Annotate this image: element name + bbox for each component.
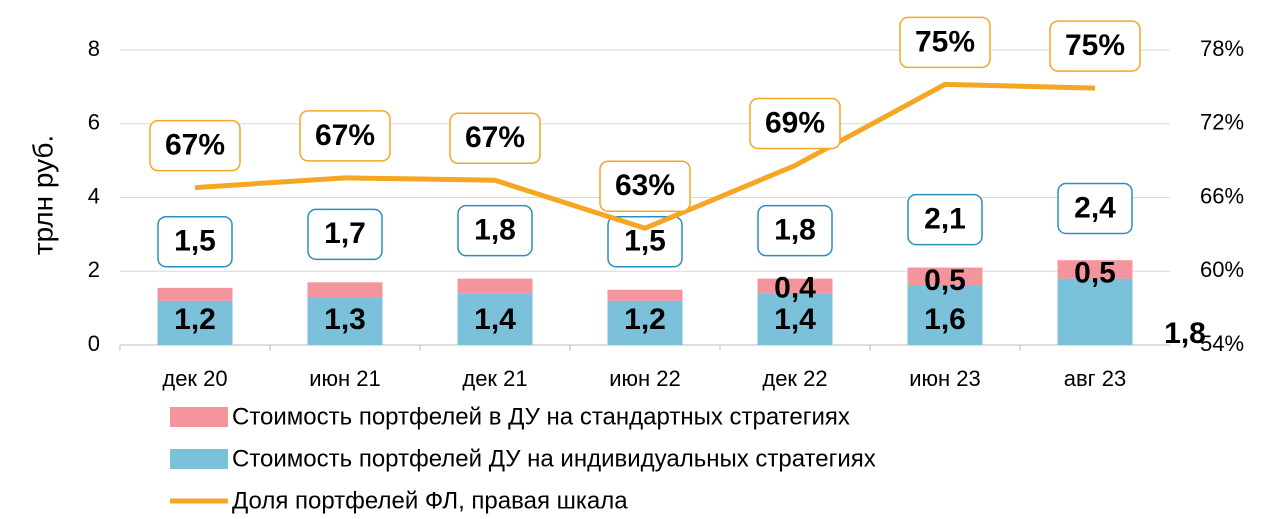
y2-tick-label: 66%: [1200, 183, 1244, 208]
total-label: 2,1: [924, 202, 966, 235]
y-tick-label: 6: [88, 110, 100, 135]
legend-label: Доля портфелей ФЛ, правая шкала: [232, 487, 628, 514]
total-label: 1,5: [174, 225, 216, 258]
bar-segment: [757, 293, 833, 345]
bar-segment: [307, 297, 383, 345]
y-tick-label: 2: [88, 257, 100, 282]
percent-label: 75%: [1065, 29, 1125, 62]
y2-tick-label: 60%: [1200, 257, 1244, 282]
percent-box: [1049, 20, 1141, 72]
x-tick-label: дек 21: [462, 366, 527, 391]
total-box: [307, 208, 383, 261]
total-label: 1,8: [774, 214, 816, 247]
percent-box: [599, 160, 691, 212]
bar-segment: [457, 278, 533, 294]
percent-box: [449, 112, 541, 165]
bar-segment: [907, 267, 983, 286]
bar-segment: [157, 287, 233, 301]
percent-box: [149, 119, 241, 172]
x-tick-label: авг 23: [1064, 366, 1127, 391]
total-box: [157, 215, 233, 268]
bar-segment: [907, 286, 983, 345]
data-label: 1,4: [474, 303, 516, 336]
percent-label: 67%: [165, 129, 225, 162]
data-label: 1,2: [624, 303, 666, 336]
data-label: 1,8: [1164, 317, 1206, 350]
percent-label: 63%: [615, 169, 675, 202]
total-box: [757, 204, 833, 257]
legend-label: Стоимость портфелей в ДУ на стандартных …: [232, 403, 850, 430]
total-box: [457, 204, 533, 257]
data-label: 1,4: [774, 303, 816, 336]
bar-segment: [307, 282, 383, 298]
legend-swatch: [170, 407, 228, 427]
y-tick-label: 8: [88, 36, 100, 61]
percent-label: 75%: [915, 25, 975, 58]
legend-label: Стоимость портфелей ДУ на индивидуальных…: [232, 445, 876, 472]
percent-box: [299, 110, 391, 162]
total-label: 2,4: [1074, 191, 1116, 224]
data-label: 1,3: [324, 303, 366, 336]
line: [194, 81, 1096, 231]
y2-tick-label: 78%: [1200, 36, 1244, 61]
y-tick-label: 0: [88, 331, 100, 356]
total-box: [907, 193, 983, 246]
total-box: [607, 215, 683, 268]
total-label: 1,8: [474, 214, 516, 247]
x-tick-label: июн 23: [909, 366, 981, 391]
bar-segment: [607, 289, 683, 301]
x-tick-label: дек 20: [162, 366, 227, 391]
percent-label: 67%: [465, 121, 525, 154]
y-axis-label: трлн руб.: [27, 135, 58, 255]
legend-swatch: [170, 449, 228, 469]
y2-tick-label: 54%: [1200, 331, 1244, 356]
data-label: 1,6: [924, 303, 966, 336]
total-box: [1057, 182, 1133, 235]
y-tick-label: 4: [88, 183, 100, 208]
bar-segment: [1057, 278, 1133, 345]
percent-box: [899, 16, 991, 69]
x-tick-label: июн 21: [309, 366, 381, 391]
x-tick-label: июн 22: [609, 366, 681, 391]
bar-segment: [757, 278, 833, 294]
data-label: 0,4: [774, 271, 816, 304]
bar-segment: [607, 300, 683, 345]
data-label: 0,5: [1074, 257, 1116, 290]
bar-segment: [1057, 260, 1133, 279]
total-label: 1,7: [324, 217, 366, 250]
x-tick-label: дек 22: [762, 366, 827, 391]
percent-label: 69%: [765, 106, 825, 139]
percent-box: [749, 97, 841, 150]
bar-segment: [157, 300, 233, 345]
y2-tick-label: 72%: [1200, 110, 1244, 135]
bar-segment: [457, 293, 533, 345]
data-label: 1,2: [174, 303, 216, 336]
percent-label: 67%: [315, 119, 375, 152]
data-label: 0,5: [924, 264, 966, 297]
